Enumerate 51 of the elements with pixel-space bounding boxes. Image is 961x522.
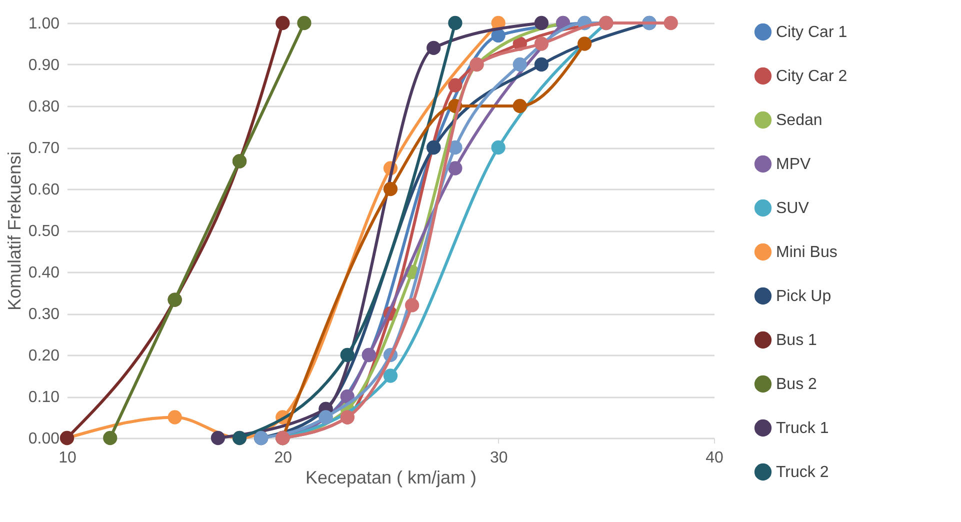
legend-label: Truck 1: [776, 420, 829, 437]
point: [534, 16, 549, 30]
point: [404, 298, 420, 312]
point: [383, 368, 398, 383]
point: [297, 16, 312, 30]
legend-label: Pick Up: [776, 288, 832, 305]
y-axis-title: Komulatif Frekuensi: [4, 151, 24, 311]
x-tick-label: 40: [706, 450, 724, 466]
legend-label: Sedan: [776, 112, 822, 129]
legend-label: MPV: [776, 156, 811, 173]
y-tick-label: 0.10: [28, 389, 60, 406]
point: [448, 78, 462, 92]
point: [491, 28, 506, 43]
point: [491, 140, 506, 155]
point: [103, 430, 118, 446]
x-tick-label: 20: [274, 450, 292, 466]
legend-label: SUV: [776, 200, 810, 217]
y-tick-label: 0.40: [28, 264, 60, 282]
point: [448, 161, 462, 176]
point: [512, 98, 527, 114]
point: [664, 16, 678, 30]
x-axis-title: Kecepatan ( km/jam ): [305, 468, 477, 488]
legend-label: City Car 2: [776, 68, 848, 85]
y-tick-label: 0.70: [28, 140, 60, 157]
legend-label: Truck 2: [776, 464, 829, 481]
y-tick-label: 0.00: [28, 430, 60, 448]
legend-label: City Car 1: [776, 24, 848, 41]
point: [276, 16, 290, 30]
point: [578, 36, 592, 51]
y-tick-label: 0.80: [28, 98, 60, 116]
point: [340, 348, 354, 362]
x-tick-label: 30: [490, 450, 508, 466]
y-tick-label: 0.50: [28, 223, 60, 240]
point: [210, 430, 226, 446]
y-tick-label: 0.30: [28, 306, 60, 323]
legend-label: Bus 2: [776, 376, 818, 393]
y-tick-label: 0.90: [28, 57, 60, 74]
y-tick-label: 0.60: [28, 182, 60, 198]
y-tick-label: 1.00: [28, 16, 60, 32]
point: [168, 410, 182, 424]
legend-label: Bus 1: [776, 332, 818, 349]
x-tick-label: 10: [58, 450, 76, 466]
point: [426, 40, 441, 55]
point: [534, 36, 549, 51]
point: [512, 57, 527, 72]
point: [448, 16, 462, 30]
point: [383, 182, 398, 196]
legend-label: Mini Bus: [776, 244, 838, 261]
y-tick-label: 0.20: [28, 348, 60, 364]
point: [534, 57, 549, 72]
point: [340, 389, 354, 404]
